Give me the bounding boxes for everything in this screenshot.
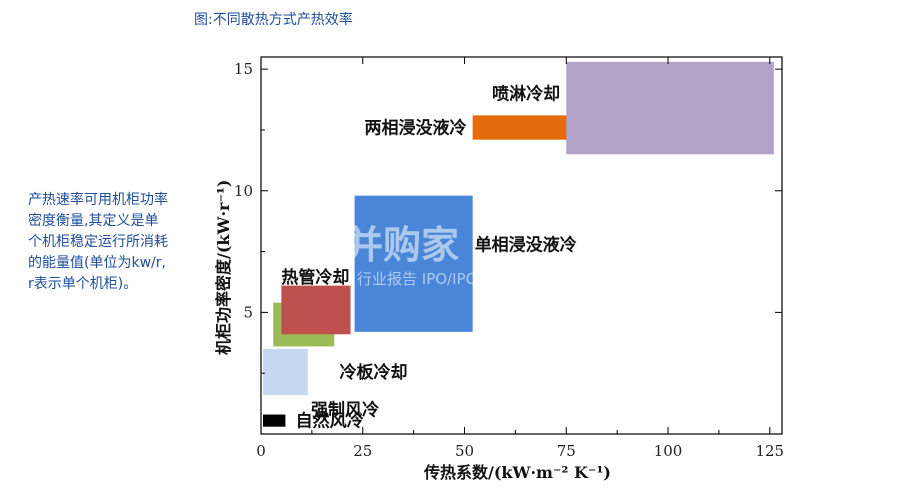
x-tick-label: 75 bbox=[557, 442, 576, 460]
label-heat-pipe: 热管冷却 bbox=[281, 267, 349, 288]
x-tick-label: 50 bbox=[455, 442, 474, 460]
box-spray bbox=[566, 61, 774, 155]
range-boxes bbox=[263, 61, 774, 427]
watermark-brand: 并购家 bbox=[345, 223, 459, 267]
label-natural-air: 自然风冷 bbox=[296, 411, 364, 432]
x-tick-label: 100 bbox=[654, 442, 683, 460]
box-natural-air bbox=[263, 414, 286, 427]
x-axis-label: 传热系数/(kW·m⁻² K⁻¹) bbox=[423, 463, 611, 482]
label-spray: 喷淋冷却 bbox=[492, 83, 560, 104]
side-note: 产热速率可用机柜功率密度衡量,其定义是单个机柜稳定运行所消耗的能量值(单位为kw… bbox=[28, 192, 168, 292]
watermark: 并购家 行业报告 IPO/IPOCN bbox=[345, 223, 499, 288]
figure-title: 图:不同散热方式产热效率 bbox=[194, 12, 353, 28]
box-heat-pipe bbox=[281, 285, 351, 335]
y-tick-label: 15 bbox=[234, 60, 253, 78]
plot-frame bbox=[260, 56, 783, 435]
label-cold-plate: 冷板冷却 bbox=[340, 362, 408, 383]
axes: 0 25 50 75 100 125 5 10 15 bbox=[234, 56, 784, 460]
label-single-phase: 单相浸没液冷 bbox=[475, 234, 577, 255]
label-two-phase: 两相浸没液冷 bbox=[365, 118, 467, 139]
y-tick-label: 5 bbox=[243, 303, 253, 321]
x-tick-label: 0 bbox=[256, 442, 266, 460]
y-tick-label: 10 bbox=[234, 182, 253, 200]
label-forced-air: 强制风冷 bbox=[311, 400, 379, 421]
box-forced-air bbox=[263, 348, 308, 396]
x-tick-label: 25 bbox=[353, 442, 372, 460]
watermark-sub: 行业报告 IPO/IPOCN bbox=[357, 270, 499, 288]
x-tick-label: 125 bbox=[755, 442, 784, 460]
box-single-phase bbox=[354, 195, 473, 332]
y-axis-label: 机柜功率密度/(kW·r⁻¹) bbox=[214, 180, 233, 356]
